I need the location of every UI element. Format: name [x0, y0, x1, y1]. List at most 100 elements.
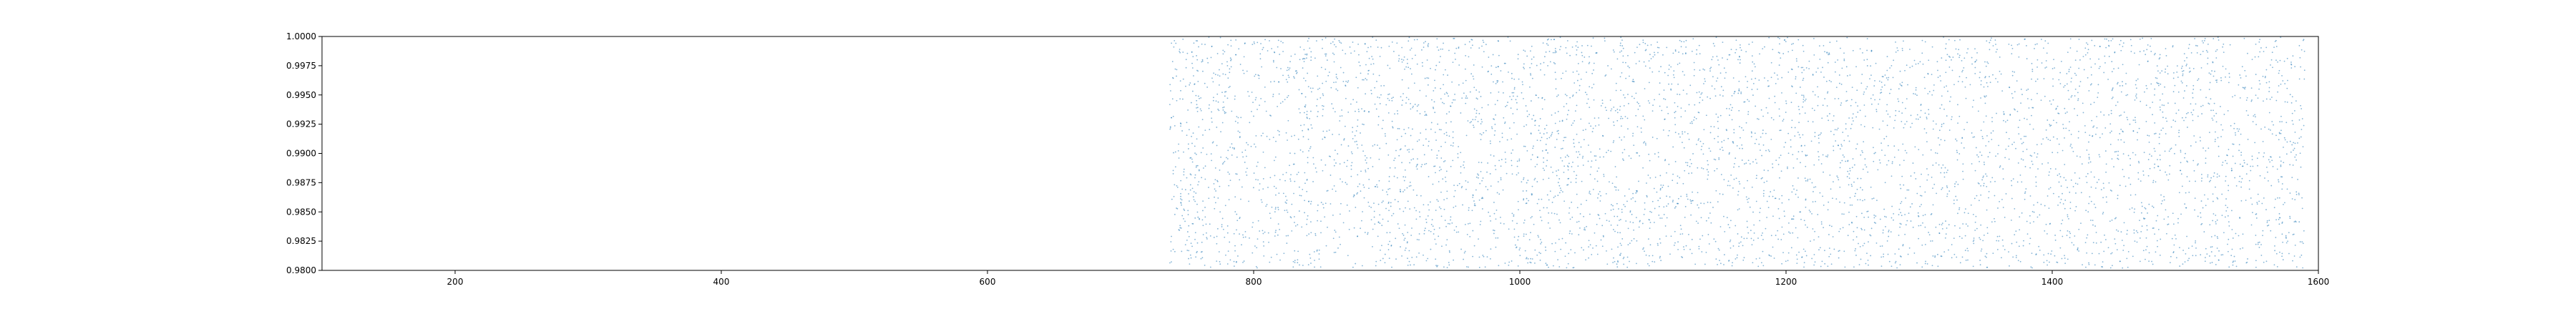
data-point — [1531, 185, 1533, 187]
data-point — [2251, 155, 2253, 157]
data-point — [2068, 71, 2070, 72]
data-point — [1381, 127, 1383, 129]
data-point — [1915, 89, 1917, 91]
data-point — [1226, 232, 1229, 234]
data-point — [2268, 159, 2270, 161]
data-point — [1782, 53, 1785, 54]
data-point — [1893, 219, 1894, 221]
data-point — [2213, 172, 2215, 174]
data-point — [1865, 115, 1866, 117]
data-point — [1427, 258, 1429, 260]
data-point — [1569, 54, 1571, 57]
data-point — [1489, 173, 1491, 175]
data-point — [2273, 46, 2275, 49]
data-point — [2094, 207, 2097, 209]
data-point — [2068, 129, 2070, 132]
data-point — [1424, 111, 1426, 113]
data-point — [1182, 98, 1184, 100]
data-point — [1842, 132, 1844, 133]
data-point — [1561, 148, 1562, 149]
data-point — [1274, 156, 1277, 158]
data-point — [2201, 222, 2203, 225]
data-point — [1880, 92, 1881, 94]
data-point — [2210, 246, 2212, 248]
data-point — [1424, 227, 1426, 230]
data-point — [1749, 163, 1751, 165]
data-point — [1814, 230, 1816, 232]
data-point — [1230, 39, 1232, 41]
data-point — [1365, 162, 1367, 164]
data-point — [1820, 132, 1822, 134]
data-point — [2135, 87, 2137, 89]
data-point — [2213, 102, 2215, 104]
data-point — [1338, 236, 1340, 238]
data-point — [2017, 127, 2019, 129]
data-point — [1986, 186, 1988, 187]
data-point — [1439, 166, 1441, 168]
data-point — [1906, 220, 1908, 222]
data-point — [2136, 241, 2138, 243]
data-point — [1193, 199, 1195, 201]
data-point — [1177, 149, 1179, 152]
data-point — [1719, 114, 1722, 117]
data-point — [1180, 227, 1182, 229]
data-point — [1372, 73, 1375, 75]
data-point — [1891, 162, 1893, 165]
data-point — [1804, 177, 1806, 180]
data-point — [1789, 232, 1791, 234]
data-point — [2105, 171, 2107, 173]
data-point — [1768, 150, 1770, 152]
data-point — [1425, 222, 1428, 223]
data-point — [2069, 232, 2072, 235]
data-point — [1986, 61, 1989, 63]
data-point — [1714, 240, 1717, 242]
data-point — [1908, 212, 1910, 215]
data-point — [1296, 173, 1298, 175]
data-point — [2084, 242, 2087, 244]
data-point — [2265, 46, 2268, 49]
data-point — [1519, 255, 1521, 257]
data-point — [1435, 64, 1438, 67]
data-point — [1780, 57, 1782, 59]
data-point — [2163, 199, 2165, 201]
data-point — [1402, 59, 1405, 61]
data-point — [1356, 193, 1358, 195]
data-point-14 — [1287, 119, 1289, 122]
data-point — [2222, 254, 2224, 256]
data-point — [1433, 107, 1434, 108]
data-point — [1890, 65, 1893, 67]
data-point — [1457, 153, 1459, 154]
data-point — [1402, 210, 1405, 212]
data-point — [1715, 258, 1717, 260]
data-point — [1913, 172, 1916, 174]
data-point — [1941, 124, 1943, 125]
data-point — [1260, 134, 1262, 137]
data-point — [1677, 197, 1679, 200]
data-point-40 — [1558, 132, 1559, 134]
data-point — [2069, 191, 2071, 193]
data-point — [2187, 260, 2189, 262]
data-point — [2004, 157, 2006, 159]
data-point — [1705, 114, 1707, 117]
data-point — [1677, 106, 1679, 107]
data-point — [2019, 229, 2021, 231]
data-point — [1880, 89, 1882, 91]
data-point — [2174, 152, 2175, 154]
data-point — [1658, 46, 1660, 49]
data-point — [1300, 124, 1302, 127]
data-point — [1516, 109, 1518, 110]
data-point — [1747, 80, 1749, 82]
data-point — [1860, 124, 1862, 126]
data-point — [1937, 265, 1939, 268]
data-point — [1209, 223, 1211, 225]
data-point — [1333, 82, 1335, 84]
data-point — [1785, 112, 1787, 113]
data-point — [1684, 110, 1687, 112]
data-point — [1955, 48, 1957, 50]
data-point — [1880, 265, 1883, 268]
data-point — [1469, 235, 1471, 237]
data-point — [1362, 184, 1365, 186]
data-point — [1578, 234, 1580, 236]
data-point — [1222, 228, 1224, 230]
data-point — [1294, 180, 1296, 182]
